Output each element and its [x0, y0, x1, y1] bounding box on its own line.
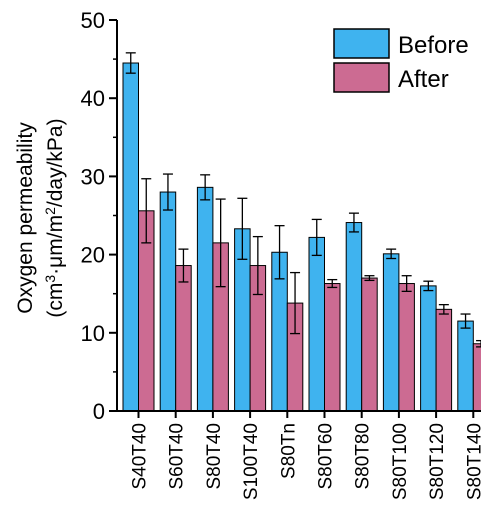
- ylabel-part-sup1: 3: [42, 275, 58, 283]
- ylabel-part-mid: ·μm/m: [44, 215, 67, 275]
- x-tick-label: S80Tn: [278, 423, 299, 479]
- bar-after-S80T60: [324, 283, 341, 412]
- y-tick-label: 30: [81, 164, 105, 189]
- y-tick-label: 40: [81, 86, 105, 111]
- y-axis-ticks: 0 10 20 30 40 50: [81, 8, 117, 424]
- legend-swatch-after: [333, 62, 390, 93]
- x-tick-label: S80T140: [464, 423, 481, 500]
- ylabel-part-prefix: (cm: [44, 283, 67, 318]
- y-tick-label: 0: [93, 399, 105, 424]
- bar-before-S80T120: [420, 285, 437, 412]
- bar-before-S40T40: [122, 62, 139, 412]
- bar-after-S80T140: [472, 343, 481, 412]
- x-tick-label: S80T100: [390, 423, 411, 500]
- bar-before-S80T100: [382, 253, 400, 412]
- bar-after-S80T80: [361, 277, 378, 412]
- bar-before-S80T60: [308, 236, 325, 412]
- bars: [122, 62, 481, 412]
- bar-before-S60T40: [159, 191, 177, 412]
- error-bars: [125, 52, 481, 348]
- x-tick-label: S80T80: [353, 423, 374, 490]
- ylabel-part-sup2: 2: [42, 207, 58, 215]
- y-tick-label: 20: [81, 243, 105, 268]
- legend: Before After: [333, 28, 469, 93]
- legend-label-before: Before: [398, 32, 469, 59]
- y-tick-label: 50: [81, 8, 105, 33]
- x-tick-label: S80T40: [204, 423, 225, 490]
- x-axis-ticks: S40T40 S60T40 S80T40 S100T40 S80Tn S80T60 S80T…: [130, 411, 481, 500]
- bar-before-S80T40: [196, 186, 214, 412]
- y-axis-title-line2: (cm3·μm/m2/day/kPa): [42, 118, 67, 317]
- axes: [116, 20, 481, 412]
- ylabel-part-suffix: /day/kPa): [44, 118, 67, 207]
- bar-after-S80T120: [435, 308, 453, 412]
- legend-swatch-before: [333, 28, 390, 59]
- x-tick-label: S80T120: [427, 423, 448, 500]
- bar-before-S80T140: [457, 320, 474, 412]
- bar-after-S60T40: [175, 265, 192, 412]
- x-tick-label: S60T40: [167, 423, 188, 490]
- x-tick-label: S80T60: [316, 423, 337, 490]
- x-tick-label: S40T40: [130, 423, 151, 490]
- x-tick-label: S100T40: [241, 423, 262, 500]
- bar-after-S80T100: [398, 283, 415, 412]
- y-tick-label: 10: [81, 321, 105, 346]
- legend-label-after: After: [398, 66, 449, 93]
- y-axis-title-line1: Oxygen permeability: [14, 122, 37, 314]
- bar-before-S80T80: [345, 222, 363, 412]
